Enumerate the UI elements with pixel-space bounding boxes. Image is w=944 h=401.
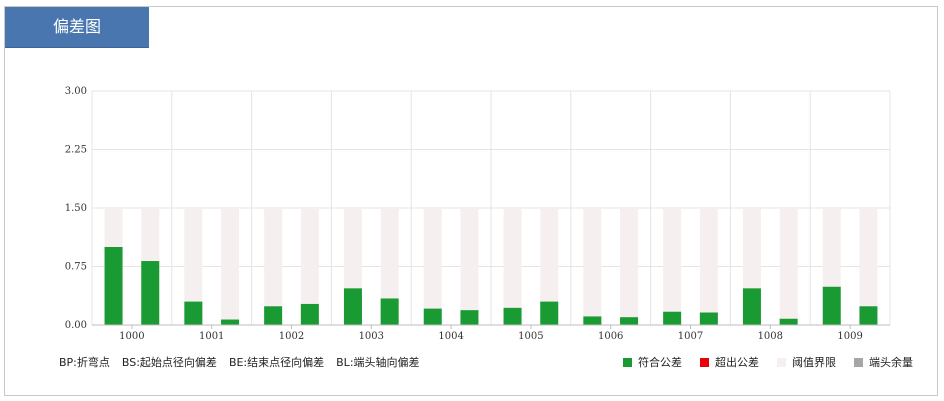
threshold-bar	[300, 208, 319, 325]
value-bar	[423, 308, 442, 325]
threshold-bar	[779, 208, 798, 325]
threshold-bar	[540, 208, 559, 325]
value-bar	[620, 317, 639, 325]
value-bar	[663, 311, 682, 325]
y-tick-label: 0.00	[65, 320, 87, 331]
legend-item-within-tolerance[interactable]: 符合公差	[623, 354, 682, 370]
threshold-bar	[859, 208, 878, 325]
y-tick-label: 1.50	[65, 203, 87, 214]
threshold-bar	[583, 208, 602, 325]
value-bar	[779, 318, 798, 325]
legend-item-threshold[interactable]: 阈值界限	[777, 354, 836, 370]
value-bar	[822, 286, 841, 325]
value-bar	[343, 288, 362, 325]
legend-label-threshold: 阈值界限	[792, 356, 836, 369]
y-tick-label: 3.00	[65, 86, 87, 97]
abbreviation-legend: BP:折弯点 BS:起始点径向偏差 BE:结束点径向偏差 BL:端头轴向偏差	[59, 354, 420, 370]
y-tick-label: 0.75	[65, 262, 87, 273]
abbr-bp: BP:折弯点	[59, 356, 110, 369]
threshold-bar	[184, 208, 203, 325]
x-tick-label: 1002	[279, 331, 304, 342]
x-tick-label: 1008	[758, 331, 783, 342]
legend-item-out-of-tolerance[interactable]: 超出公差	[700, 354, 759, 370]
legend-swatch-out-of-tolerance	[700, 357, 709, 367]
legend-label-within-tolerance: 符合公差	[638, 356, 682, 369]
deviation-chart-panel: 偏差图 0.00 0.75 1.50 2.25 3.00 1000 1001 1002 1003…	[4, 6, 938, 396]
y-tick-label: 2.25	[65, 145, 87, 156]
series-legend: 符合公差 超出公差 阈值界限 端头余量	[623, 354, 913, 370]
x-tick-label: 1004	[438, 331, 463, 342]
abbr-bl: BL:端头轴向偏差	[336, 356, 420, 369]
threshold-bar	[380, 208, 399, 325]
threshold-bar	[221, 208, 240, 325]
panel-title: 偏差图	[5, 7, 149, 48]
legend-swatch-end-allowance	[854, 357, 863, 367]
legend-label-out-of-tolerance: 超出公差	[715, 356, 759, 369]
value-bar	[184, 301, 203, 325]
value-bar	[540, 301, 559, 325]
legend-swatch-threshold	[777, 357, 786, 367]
x-tick-label: 1000	[119, 331, 144, 342]
value-bar	[221, 319, 240, 325]
value-bar	[300, 303, 319, 325]
threshold-bar	[699, 208, 718, 325]
x-tick-label: 1006	[598, 331, 623, 342]
threshold-bar	[663, 208, 682, 325]
x-tick-label: 1001	[199, 331, 224, 342]
value-bar	[859, 306, 878, 325]
x-tick-label: 1003	[359, 331, 384, 342]
legend-item-end-allowance[interactable]: 端头余量	[854, 354, 913, 370]
value-bar	[699, 312, 718, 325]
x-tick-label: 1005	[518, 331, 543, 342]
threshold-bar	[503, 208, 522, 325]
legend-label-end-allowance: 端头余量	[869, 356, 913, 369]
x-tick-label: 1007	[678, 331, 703, 342]
value-bar	[742, 288, 761, 325]
threshold-bar	[423, 208, 442, 325]
value-bar	[583, 316, 602, 325]
x-tick-label: 1009	[837, 331, 862, 342]
threshold-bar	[460, 208, 479, 325]
value-bar	[503, 307, 522, 325]
threshold-bar	[264, 208, 283, 325]
abbr-be: BE:结束点径向偏差	[228, 356, 325, 369]
value-bar	[380, 298, 399, 325]
value-bar	[460, 310, 479, 325]
abbr-bs: BS:起始点径向偏差	[121, 356, 217, 369]
threshold-bar	[620, 208, 639, 325]
legend-swatch-within-tolerance	[623, 357, 632, 367]
value-bar	[264, 306, 283, 325]
deviation-bar-chart: 0.00 0.75 1.50 2.25 3.00 1000 1001 1002 1003 1004…	[65, 86, 891, 342]
value-bar	[104, 247, 123, 325]
value-bar	[141, 261, 160, 325]
